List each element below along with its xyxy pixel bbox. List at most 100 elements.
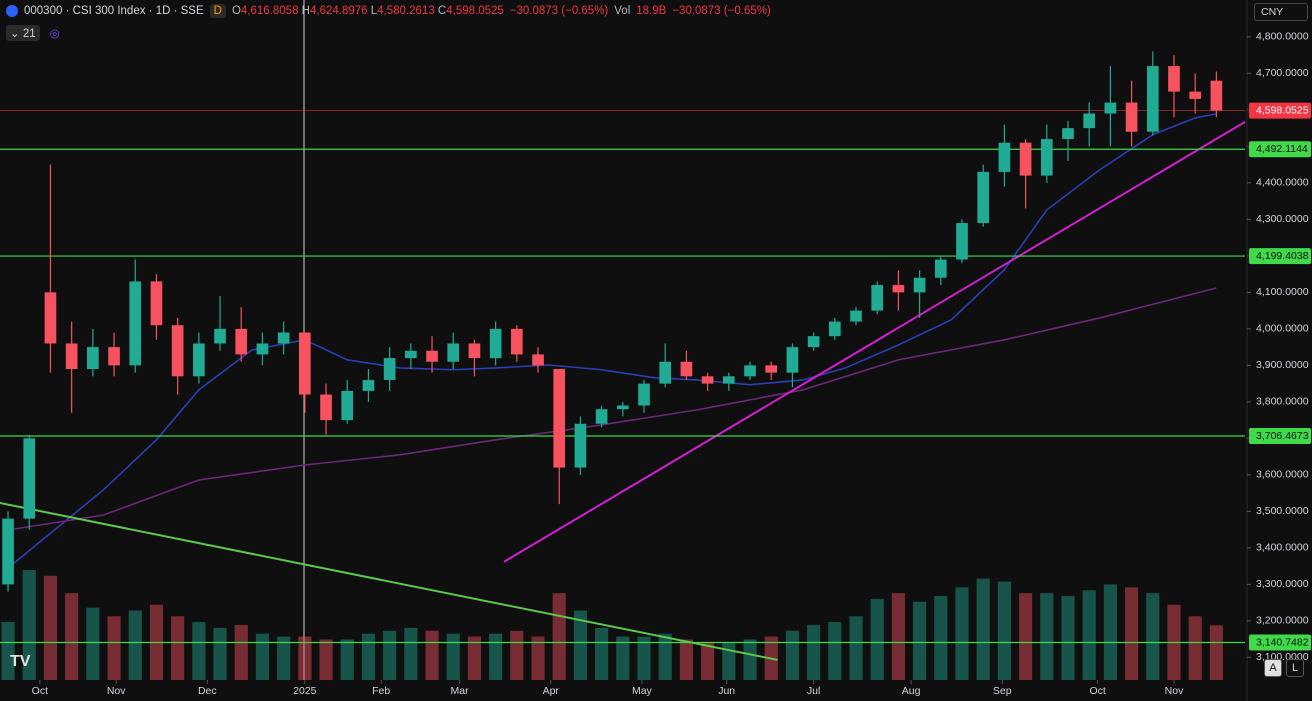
candle-body (850, 310, 862, 322)
ohlc: O4,616.8058 H4,624.8976 L4,580.2613 C4,5… (232, 5, 504, 17)
candle-body (1210, 80, 1223, 111)
log-scale[interactable]: L (1286, 659, 1304, 677)
ohlc-value: 4,580.2613 (377, 5, 435, 17)
y-tick-label: 4,800.0000 (1256, 31, 1309, 43)
candle-body (214, 328, 226, 344)
volume-bar (637, 636, 651, 680)
volume-bar (107, 616, 121, 680)
price-label-box (1249, 141, 1311, 158)
candle-body (65, 343, 78, 370)
volume-bar (849, 616, 863, 680)
volume-bar (489, 633, 503, 680)
ohlc-value: 4,598.0525 (446, 5, 504, 17)
y-tick-label: 3,600.0000 (1256, 469, 1309, 481)
volume-bar (404, 627, 418, 680)
x-tick-label: Oct (1089, 685, 1105, 697)
x-tick-label: 2025 (293, 685, 317, 697)
price-label-box (1249, 428, 1311, 445)
candles (2, 51, 1223, 592)
y-tick-label: 3,300.0000 (1256, 578, 1309, 590)
trendline (503, 121, 1246, 563)
x-tick-label: Nov (1165, 685, 1184, 697)
volume-bar (128, 610, 142, 680)
y-tick-label: 4,100.0000 (1256, 286, 1309, 298)
candle-body (828, 321, 841, 337)
volume-bar (1125, 587, 1139, 680)
candle-body (913, 277, 926, 293)
candle-body (235, 328, 248, 355)
auto-scale[interactable]: A (1264, 659, 1282, 677)
x-tick-label: Dec (198, 685, 217, 697)
candle-body (1168, 66, 1180, 92)
volume-bar (1103, 584, 1117, 680)
indicator-icon[interactable]: ◎ (49, 28, 60, 40)
y-tick-label: 3,500.0000 (1256, 505, 1309, 517)
volume-bar (1188, 616, 1202, 680)
y-tick-label: 3,200.0000 (1256, 615, 1309, 627)
volume-bar (446, 633, 460, 680)
candle-body (595, 409, 608, 424)
candle-body (871, 285, 884, 311)
volume-bar (722, 642, 736, 680)
volume-bar (340, 639, 354, 680)
candle-body (1040, 139, 1053, 176)
volume-bar (255, 633, 270, 680)
logo: TV (10, 653, 31, 670)
candle-body (489, 328, 502, 359)
candle-body (956, 223, 968, 260)
volume-bar (934, 596, 948, 680)
candle-body (616, 405, 629, 410)
candle-body (998, 142, 1011, 172)
candle-body (150, 281, 163, 326)
candle-body (405, 350, 417, 359)
volume-bar (679, 639, 693, 680)
candle-body (532, 354, 544, 366)
volume-bar (616, 636, 630, 680)
candle-body (1104, 102, 1117, 114)
volume-bar (701, 642, 715, 680)
price-label-box (1249, 248, 1311, 265)
ohlc-key: O (231, 5, 241, 17)
volume-bar (743, 639, 757, 680)
y-tick-label: 3,400.0000 (1256, 542, 1309, 554)
candle-body (1146, 66, 1159, 132)
volume-key: Vol (614, 5, 631, 17)
candle-body (807, 336, 820, 348)
y-tick-label: 4,400.0000 (1256, 177, 1309, 189)
volume-bar (277, 636, 291, 680)
indicator-toggle[interactable]: ⌄ 21 (6, 25, 40, 41)
symbol[interactable]: 000300 · CSI 300 Index · 1D · SSE (24, 5, 204, 17)
price-label-box (1249, 102, 1311, 119)
symbol-icon (6, 5, 18, 17)
volume-bar (1146, 593, 1160, 680)
candle-body (1083, 113, 1096, 129)
candle-body (23, 438, 36, 519)
candle-body (659, 361, 672, 384)
candle-body (341, 390, 354, 421)
ohlc-key: L (370, 5, 378, 17)
volume-bar (43, 575, 58, 680)
volume-bar (234, 625, 248, 680)
volume-bar (552, 593, 566, 680)
volume-bar (319, 639, 333, 680)
currency[interactable]: CNY (1254, 3, 1308, 21)
candle-body (44, 292, 57, 344)
change: −30.0873 (−0.65%) (509, 5, 609, 17)
candle-body (744, 365, 756, 377)
candle-body (320, 394, 332, 421)
candle-body (362, 379, 375, 391)
candle-body (383, 358, 396, 380)
volume-bar (891, 593, 905, 680)
price-label: 3,706.4673 (1256, 430, 1309, 442)
price-label: 4,598.0525 (1256, 104, 1309, 116)
legend-bar: 000300 · CSI 300 Index · 1D · SSE D O4,6… (6, 4, 771, 18)
volume-bar (1082, 590, 1096, 680)
indicator-count: 21 (22, 28, 36, 40)
candle-body (2, 518, 14, 585)
candle-body (1062, 128, 1074, 140)
volume-bar (171, 616, 185, 680)
candle-body (468, 343, 481, 359)
